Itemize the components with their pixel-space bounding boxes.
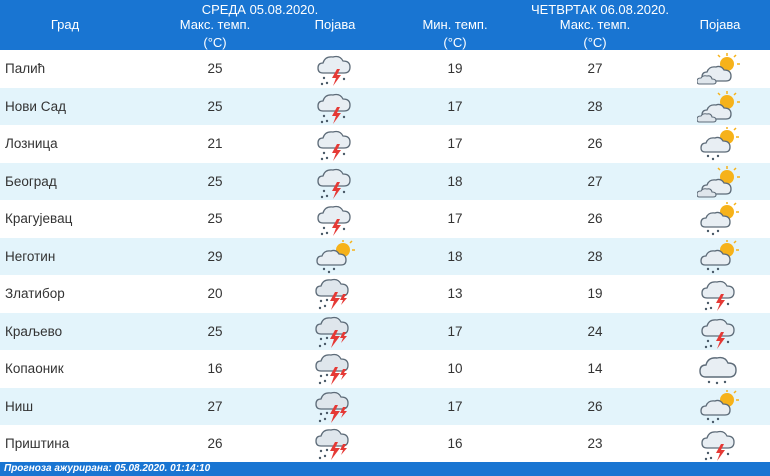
table-row: Лозница 21 17 26 [0,125,770,163]
day2-max-temp: 23 [587,436,603,451]
day2-max-temp: 28 [587,248,603,264]
day2-min-temp: 13 [447,286,463,301]
partly-cloudy-icon [697,165,740,198]
day1-max-temp: 20 [207,286,223,301]
table-row: Нови Сад 25 17 28 [0,87,770,126]
day2-min-temp: 19 [447,61,463,76]
day2-max-temp-header: Макс. темп. [559,17,631,32]
day2-max-temp: 27 [587,173,603,189]
sun-cloud-rain-icon [700,389,739,423]
table-row: Златибор 20 13 19 [0,275,770,313]
sun-cloud-rain-icon [316,239,355,273]
day2-min-temp: 17 [447,398,463,414]
thunderstorm-icon [701,430,735,461]
day2-date-header: ЧЕТВРТАК 06.08.2020. [530,2,670,17]
day1-max-temp: 25 [207,61,223,76]
day1-max-temp: 25 [207,98,223,114]
table-row: Неготин 29 18 28 [0,237,770,276]
partly-cloudy-icon [697,90,740,123]
city-name: Неготин [5,248,56,264]
day2-max-temp: 24 [587,323,603,339]
day1-max-temp: 25 [207,323,223,339]
city-name: Београд [5,173,57,189]
day2-max-temp: 27 [587,61,603,76]
table-header: Град СРЕДА 05.08.2020. Макс. темп. (°C) … [0,0,770,50]
day2-min-temp: 17 [447,323,463,339]
sun-cloud-rain-icon [700,127,739,161]
update-timestamp: Прогноза ажурирана: 05.08.2020. 01:14:10 [4,463,211,474]
day2-min-temp-header: Мин. темп. [422,17,488,32]
city-name: Нови Сад [5,98,67,114]
thunderstorm-icon [317,93,351,124]
day1-phenomenon-header: Појава [314,17,356,32]
day2-max-temp: 26 [587,211,603,226]
city-name: Копаоник [5,361,64,376]
city-name: Ниш [5,398,34,414]
cloud-drizzle-icon [699,356,737,385]
day1-max-temp-header: Макс. темп. [179,17,251,32]
day2-max-temp: 14 [587,361,603,376]
city-name: Краљево [5,323,63,339]
thunderstorm-icon [701,318,735,349]
city-name: Лозница [5,136,58,151]
table-row: Копаоник 16 10 14 [0,350,770,388]
day1-max-temp: 16 [207,361,223,376]
partly-cloudy-icon [697,53,740,85]
thunderstorm-icon [317,205,351,236]
day1-max-temp: 21 [207,136,223,151]
sun-cloud-rain-icon [700,239,739,273]
day2-min-temp: 18 [447,248,463,264]
thunderstorm-icon [701,280,735,311]
day1-max-temp: 25 [207,211,223,226]
day2-min-temp: 17 [447,211,463,226]
day2-min-temp: 17 [447,98,463,114]
thunderstorm-icon [317,130,351,161]
table-row: Београд 25 18 27 [0,162,770,201]
day2-min-temp-unit: (°C) [443,35,467,50]
city-name: Златибор [5,286,65,301]
day1-max-temp: 27 [207,398,223,414]
day2-max-temp-unit: (°C) [583,35,607,50]
table-row: Палић 25 19 27 [0,50,770,88]
day2-min-temp: 18 [447,173,463,189]
heavy-thunderstorm-icon [315,428,349,460]
update-footer: Прогноза ажурирана: 05.08.2020. 01:14:10 [0,462,770,476]
day1-date-header: СРЕДА 05.08.2020. [201,2,319,17]
city-column-header: Град [50,17,80,32]
day1-max-temp: 29 [207,248,223,264]
heavy-thunderstorm-icon [315,278,349,310]
day2-max-temp: 26 [587,398,603,414]
day2-phenomenon-header: Појава [699,17,741,32]
table-row: Крагујевац 25 17 26 [0,200,770,238]
day2-min-temp: 10 [447,361,463,376]
day2-max-temp: 26 [587,136,603,151]
heavy-thunderstorm-icon [315,353,349,385]
day2-min-temp: 17 [447,136,463,151]
day1-max-temp-unit: (°C) [203,35,227,50]
table-row: Ниш 27 17 26 [0,387,770,426]
heavy-thunderstorm-icon [315,391,349,423]
thunderstorm-icon [317,55,351,86]
day2-max-temp: 28 [587,98,603,114]
city-name: Приштина [5,436,70,451]
day1-max-temp: 26 [207,436,223,451]
city-name: Палић [5,61,46,76]
table-row: Приштина 26 16 23 [0,425,770,463]
table-row: Краљево 25 17 24 [0,312,770,351]
day1-max-temp: 25 [207,173,223,189]
sun-cloud-rain-icon [700,202,739,236]
city-name: Крагујевац [5,211,73,226]
day2-max-temp: 19 [587,286,603,301]
day2-min-temp: 16 [447,436,463,451]
thunderstorm-icon [317,168,351,199]
heavy-thunderstorm-icon [315,316,349,348]
